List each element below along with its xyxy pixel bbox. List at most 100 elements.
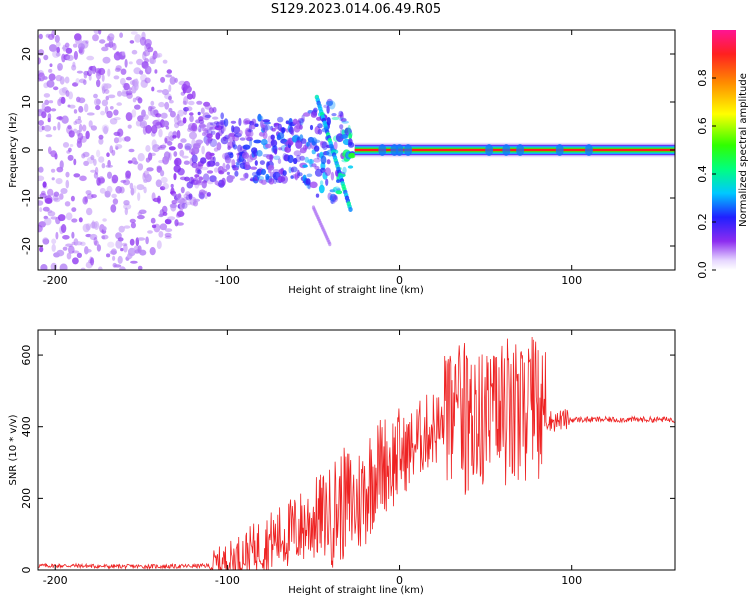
- heatmap-cell: [200, 157, 207, 164]
- heatmap-cell: [144, 58, 150, 64]
- heatmap-cell: [110, 204, 117, 213]
- heatmap-cell: [155, 113, 162, 118]
- heatmap-cell: [94, 240, 99, 246]
- heatmap-cell: [57, 214, 66, 222]
- heatmap-cell: [182, 117, 187, 124]
- heatmap-cell: [238, 117, 242, 127]
- heatmap-cell: [93, 221, 100, 230]
- heatmap-cell: [156, 52, 163, 58]
- heatmap-cell: [103, 83, 112, 89]
- heatmap-cell: [62, 246, 68, 251]
- heatmap-cell: [234, 170, 239, 177]
- heatmap-cell: [248, 123, 252, 133]
- heatmap-cell: [154, 69, 158, 74]
- snr-x-tick-label: 100: [561, 574, 582, 587]
- heatmap-cell: [281, 127, 285, 134]
- heatmap-cell: [261, 168, 266, 175]
- heatmap-cell: [184, 176, 190, 182]
- heatmap-cell: [98, 156, 105, 163]
- heatmap-cell: [249, 138, 253, 147]
- heatmap-cell: [73, 173, 81, 178]
- heatmap-cell: [299, 118, 304, 126]
- snr-frame: [37, 329, 676, 571]
- snr-ticks: -200 -100 0 100 0 200 400 600: [20, 330, 675, 587]
- heatmap-cell: [47, 211, 56, 217]
- heatmap-cell: [183, 160, 190, 165]
- heatmap-cell: [90, 125, 97, 131]
- heatmap-cell: [134, 104, 141, 110]
- heatmap-cell: [129, 238, 135, 246]
- heatmap-cell: [105, 164, 114, 168]
- colorbar-tick-label: 0.4: [696, 165, 709, 183]
- heatmap-cell: [111, 174, 119, 184]
- heatmap-cell: [303, 112, 311, 117]
- heatmap-cell: [395, 144, 404, 156]
- heatmap-cell: [202, 190, 207, 195]
- heatmap-cell: [38, 120, 44, 126]
- heatmap-cell: [268, 178, 275, 185]
- heatmap-cell: [297, 172, 303, 177]
- heatmap-cell: [101, 99, 109, 107]
- heatmap-cell: [197, 169, 202, 175]
- heatmap-cell: [66, 252, 72, 260]
- heatmap-cell: [46, 80, 55, 88]
- heatmap-cell: [325, 178, 329, 186]
- heatmap-cell: [131, 49, 138, 55]
- heatmap-cell: [72, 257, 79, 265]
- heatmap-cell: [117, 237, 124, 242]
- heatmap-cell: [71, 231, 75, 239]
- heatmap-cell: [182, 155, 189, 159]
- heatmap-cell: [101, 124, 110, 133]
- snr-x-tick-label: -100: [215, 574, 240, 587]
- heatmap-cell: [168, 146, 176, 151]
- heatmap-cell: [260, 138, 268, 146]
- heatmap-cell: [140, 79, 148, 88]
- heatmap-cell: [120, 77, 126, 86]
- heatmap-cell: [232, 144, 238, 150]
- heatmap-cell: [205, 130, 210, 134]
- heatmap-cell: [51, 30, 55, 38]
- heatmap-cell: [584, 144, 593, 156]
- heatmap-cell: [59, 76, 65, 85]
- heatmap-cell: [44, 99, 50, 106]
- heatmap-cell: [85, 190, 92, 195]
- heatmap-cell: [163, 151, 171, 160]
- heatmap-cell: [329, 193, 337, 202]
- heatmap-cell: [80, 40, 89, 49]
- heatmap-cell: [336, 179, 341, 184]
- snr-panel: -200 -100 0 100 0 200 400 600 Height of straigh…: [8, 329, 676, 596]
- heatmap-y-tick-label: -20: [20, 237, 33, 255]
- heatmap-cell: [287, 154, 294, 164]
- heatmap-cell: [238, 130, 243, 136]
- heatmap-cell: [123, 203, 132, 210]
- heatmap-cell: [221, 177, 226, 186]
- heatmap-cell: [109, 118, 118, 125]
- heatmap-cell: [257, 176, 265, 181]
- heatmap-cell: [267, 164, 275, 171]
- heatmap-cell: [198, 128, 202, 133]
- heatmap-cell: [65, 90, 70, 97]
- heatmap-cell: [331, 194, 339, 203]
- heatmap-cell: [220, 136, 229, 145]
- heatmap-cell: [174, 77, 178, 83]
- heatmap-cell: [89, 256, 93, 264]
- chart-title: S129.2023.014.06.49.R05: [271, 2, 441, 17]
- heatmap-cell: [95, 105, 101, 111]
- heatmap-cell: [259, 160, 265, 166]
- heatmap-cell: [73, 121, 77, 125]
- heatmap-cell: [256, 150, 263, 157]
- heatmap-cell: [193, 198, 201, 202]
- heatmap-cell: [77, 116, 81, 121]
- heatmap-cell: [64, 42, 70, 48]
- heatmap-cell: [48, 73, 56, 81]
- heatmap-cell: [74, 33, 82, 41]
- heatmap-cell: [181, 202, 188, 209]
- heatmap-cell: [64, 76, 70, 84]
- heatmap-cell: [516, 144, 525, 156]
- heatmap-cell: [90, 154, 95, 161]
- heatmap-cell: [300, 138, 307, 144]
- heatmap-cell: [188, 100, 195, 106]
- heatmap-cell: [273, 155, 281, 161]
- heatmap-cell: [212, 116, 219, 120]
- heatmap-x-tick-label: -200: [43, 274, 68, 287]
